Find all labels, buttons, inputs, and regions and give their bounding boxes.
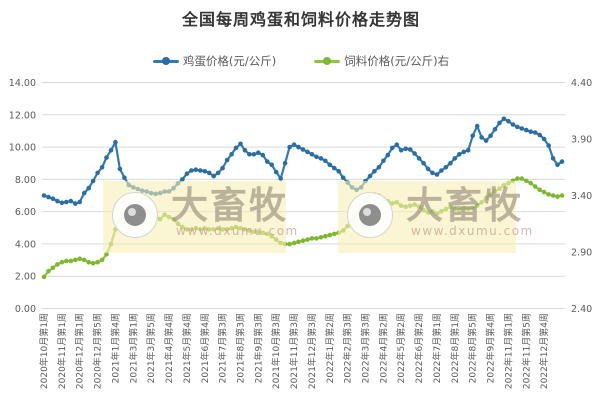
svg-text:2021年3月第1周: 2021年3月第1周	[127, 313, 139, 383]
y-axis-right-labels: 2.40 2.90 3.40 3.90 4.40	[571, 78, 592, 315]
svg-text:2022年11月第5周: 2022年11月第5周	[520, 313, 532, 389]
chart-title: 全国每周鸡蛋和饲料价格走势图	[181, 10, 420, 29]
svg-text:2021年9月第3周: 2021年9月第3周	[252, 313, 264, 383]
svg-text:2.40: 2.40	[571, 304, 592, 315]
svg-text:12.00: 12.00	[9, 110, 36, 121]
x-axis-labels: 2020年10月第1周 2020年11月第1周 2020年12月第1周 2020年12…	[38, 313, 550, 389]
feed-series-swatch-icon	[314, 57, 341, 66]
legend-item-feed-price[interactable]: 饲料价格(元/公斤)右	[314, 53, 449, 69]
svg-text:2020年10月第1周: 2020年10月第1周	[38, 313, 50, 389]
svg-text:2022年1月第2周: 2022年1月第2周	[324, 313, 336, 383]
svg-text:2021年10月第3周: 2021年10月第3周	[270, 313, 282, 389]
svg-text:2021年3月第5周: 2021年3月第5周	[145, 313, 157, 383]
egg-price-series	[41, 116, 565, 206]
svg-text:2021年6月第4周: 2021年6月第4周	[199, 313, 211, 383]
svg-text:2022年11月第1周: 2022年11月第1周	[502, 313, 514, 389]
svg-text:0.00: 0.00	[15, 304, 36, 315]
svg-text:2021年1月第4周: 2021年1月第4周	[109, 313, 121, 383]
svg-text:2022年6月第2周: 2022年6月第2周	[413, 313, 425, 383]
svg-text:2022年5月第2周: 2022年5月第2周	[395, 313, 407, 383]
svg-text:2.00: 2.00	[15, 272, 36, 283]
svg-text:2021年5月第4周: 2021年5月第4周	[181, 313, 193, 383]
gridlines	[42, 82, 565, 309]
svg-text:2022年3月第3周: 2022年3月第3周	[360, 313, 372, 383]
svg-text:4.00: 4.00	[15, 239, 36, 250]
svg-text:2020年11月第1周: 2020年11月第1周	[56, 313, 68, 389]
svg-text:2020年12月第5周: 2020年12月第5周	[92, 313, 104, 389]
svg-text:3.90: 3.90	[571, 135, 592, 146]
svg-text:2.90: 2.90	[571, 248, 592, 259]
svg-text:2022年12月第4周: 2022年12月第4周	[538, 313, 550, 389]
svg-text:2022年8月第1周: 2022年8月第1周	[449, 313, 461, 383]
svg-text:14.00: 14.00	[9, 78, 36, 89]
svg-text:8.00: 8.00	[15, 175, 36, 186]
legend-label-feed-price: 饲料价格(元/公斤)右	[344, 54, 450, 68]
svg-text:2022年7月第1周: 2022年7月第1周	[431, 313, 443, 383]
y-axis-left-labels: 0.00 2.00 4.00 6.00 8.00 10.00 12.00 14.00	[9, 78, 36, 315]
svg-text:2021年12月第3周: 2021年12月第3周	[306, 313, 318, 389]
svg-text:3.40: 3.40	[571, 191, 592, 202]
svg-text:2021年8月第3周: 2021年8月第3周	[234, 313, 246, 383]
svg-text:2022年4月第2周: 2022年4月第2周	[377, 313, 389, 383]
svg-text:2021年4月第4周: 2021年4月第4周	[163, 313, 175, 383]
svg-text:2022年2月第3周: 2022年2月第3周	[342, 313, 354, 383]
egg-series-swatch-icon	[152, 57, 179, 66]
svg-text:10.00: 10.00	[9, 143, 36, 154]
svg-text:6.00: 6.00	[15, 207, 36, 218]
legend-label-egg-price: 鸡蛋价格(元/公斤)	[182, 54, 277, 68]
svg-text:2021年7月第3周: 2021年7月第3周	[217, 313, 229, 383]
svg-text:4.40: 4.40	[571, 78, 592, 89]
svg-text:2020年12月第1周: 2020年12月第1周	[74, 313, 86, 389]
feed-price-series	[41, 176, 565, 280]
svg-text:2022年9月第4周: 2022年9月第4周	[485, 313, 497, 383]
svg-text:2021年11月第3周: 2021年11月第3周	[288, 313, 300, 389]
legend: 鸡蛋价格(元/公斤) 饲料价格(元/公斤)右	[0, 53, 602, 69]
svg-text:2022年8月第5周: 2022年8月第5周	[467, 313, 479, 383]
legend-item-egg-price[interactable]: 鸡蛋价格(元/公斤)	[152, 53, 277, 69]
